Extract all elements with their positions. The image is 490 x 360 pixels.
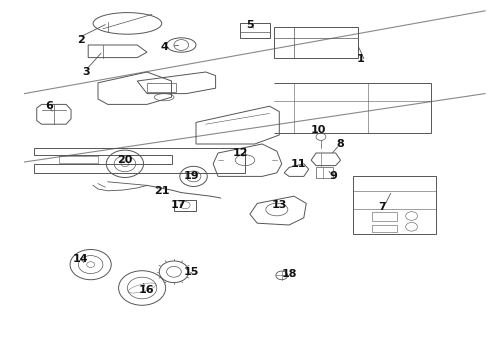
Bar (372, 225, 397, 232)
Text: 12: 12 (232, 148, 248, 158)
Bar (372, 212, 397, 221)
Text: 19: 19 (183, 171, 199, 181)
Text: 16: 16 (139, 285, 155, 295)
Bar (353, 176, 436, 234)
Text: 8: 8 (337, 139, 344, 149)
Text: 3: 3 (82, 67, 90, 77)
Text: 20: 20 (117, 155, 133, 165)
Text: 17: 17 (171, 200, 187, 210)
Text: 7: 7 (378, 202, 386, 212)
Text: 13: 13 (271, 200, 287, 210)
Bar (240, 23, 270, 38)
Text: 10: 10 (311, 125, 326, 135)
Text: 15: 15 (183, 267, 199, 277)
Bar (316, 167, 333, 178)
Text: 18: 18 (281, 269, 297, 279)
Text: 2: 2 (77, 35, 85, 45)
Text: 6: 6 (45, 101, 53, 111)
Text: 5: 5 (246, 20, 254, 30)
Text: 4: 4 (160, 42, 168, 52)
Text: 14: 14 (73, 254, 89, 264)
Bar (174, 200, 196, 211)
Bar (147, 83, 176, 92)
Text: 9: 9 (329, 171, 337, 181)
Text: 11: 11 (291, 159, 307, 169)
Text: 21: 21 (154, 186, 170, 196)
Bar (59, 156, 98, 163)
Bar (274, 27, 358, 58)
Text: 1: 1 (356, 54, 364, 64)
